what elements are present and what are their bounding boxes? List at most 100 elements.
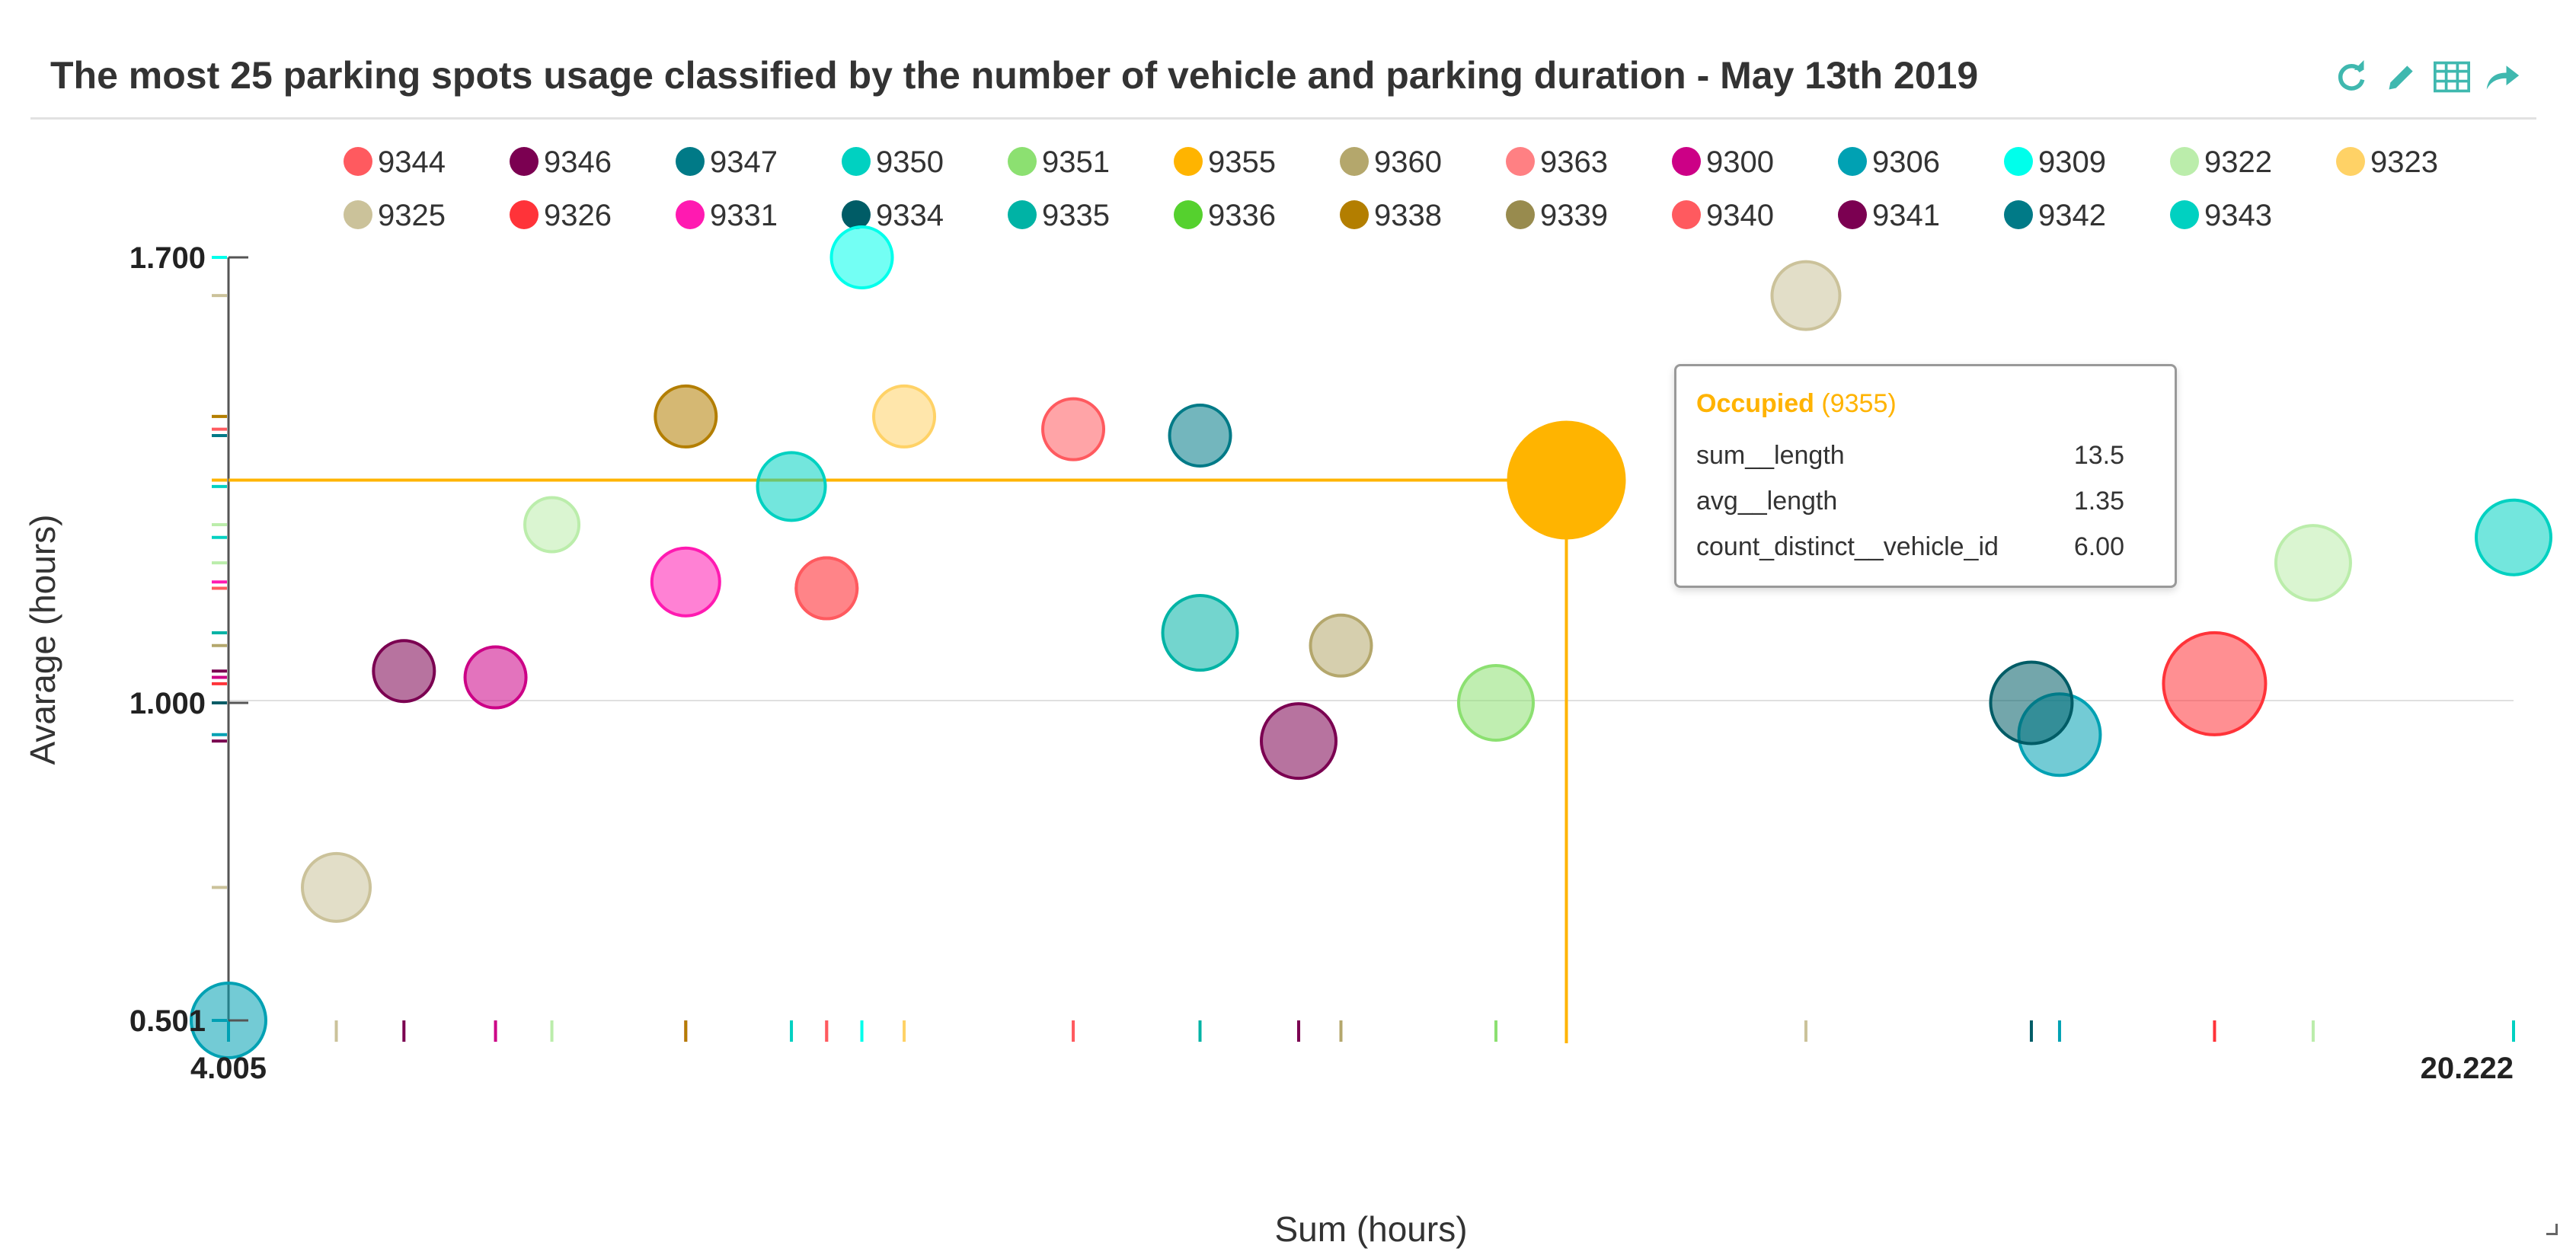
legend-swatch — [510, 147, 539, 176]
legend-swatch — [2004, 147, 2033, 176]
legend-label: 9331 — [710, 199, 778, 232]
y-axis-label: Avarage (hours) — [23, 515, 62, 765]
legend-item-9336[interactable]: 9336 — [1174, 199, 1276, 232]
point-9322[interactable] — [523, 496, 581, 554]
legend-item-9351[interactable]: 9351 — [1008, 145, 1110, 179]
point-9325[interactable] — [1770, 260, 1842, 331]
legend-label: 9350 — [876, 145, 944, 179]
legend-label: 9344 — [378, 145, 446, 179]
point-9300[interactable] — [463, 645, 528, 710]
point-9341[interactable] — [372, 639, 436, 704]
chart-toolbar — [2332, 58, 2521, 96]
points — [190, 225, 2552, 1059]
legend-swatch — [1008, 200, 1037, 229]
tooltip-row-label: avg__length — [1696, 487, 1838, 516]
legend-item-9344[interactable]: 9344 — [344, 145, 446, 179]
legend-item-9309[interactable]: 9309 — [2004, 145, 2106, 179]
legend-label: 9325 — [378, 199, 446, 232]
legend-item-9331[interactable]: 9331 — [676, 199, 778, 232]
legend-item-9335[interactable]: 9335 — [1008, 199, 1110, 232]
legend-item-9350[interactable]: 9350 — [842, 145, 944, 179]
legend-item-9340[interactable]: 9340 — [1672, 199, 1774, 232]
legend-label: 9339 — [1540, 199, 1608, 232]
point-9360[interactable] — [1309, 613, 1373, 678]
legend-label: 9341 — [1872, 199, 1940, 232]
legend-swatch — [842, 200, 871, 229]
tooltip-header: Occupied (9355) — [1696, 389, 2155, 419]
legend-label: 9347 — [710, 145, 778, 179]
axis-rug — [212, 256, 2515, 1042]
legend-label: 9360 — [1374, 145, 1442, 179]
point-9325[interactable] — [301, 851, 372, 923]
legend-label: 9335 — [1042, 199, 1110, 232]
point-9338[interactable] — [654, 384, 718, 449]
legend-item-9300[interactable]: 9300 — [1672, 145, 1774, 179]
point-9335[interactable] — [1161, 594, 1239, 672]
legend-item-9343[interactable]: 9343 — [2170, 199, 2272, 232]
point-9350[interactable] — [756, 451, 827, 522]
legend-item-9323[interactable]: 9323 — [2336, 145, 2438, 179]
point-9347[interactable] — [1168, 403, 1232, 468]
point-9326[interactable] — [2162, 631, 2268, 736]
legend-swatch — [1340, 200, 1369, 229]
tooltip-row-value: 1.35 — [2073, 487, 2124, 516]
legend-swatch — [1672, 147, 1701, 176]
x-tick-label: 4.005 — [190, 1052, 267, 1085]
table-icon[interactable] — [2433, 58, 2471, 96]
legend-item-9360[interactable]: 9360 — [1340, 145, 1442, 179]
x-axis-label: Sum (hours) — [1274, 1209, 1467, 1249]
legend-item-9355[interactable]: 9355 — [1174, 145, 1276, 179]
point-9331[interactable] — [650, 546, 721, 618]
legend-swatch — [344, 147, 372, 176]
legend-label: 9334 — [876, 199, 944, 232]
point-9351[interactable] — [1456, 663, 1535, 742]
legend-label: 9300 — [1706, 145, 1774, 179]
legend-label: 9363 — [1540, 145, 1608, 179]
legend-label: 9340 — [1706, 199, 1774, 232]
legend: 9344 9346 9347 9350 9351 9355 9360 9363 9300 9306… — [344, 145, 2438, 232]
legend-label: 9343 — [2204, 199, 2272, 232]
chart-title: The most 25 parking spots usage classifi… — [50, 54, 1979, 97]
legend-item-9338[interactable]: 9338 — [1340, 199, 1442, 232]
tooltip-spot: (9355) — [1821, 389, 1897, 418]
crosshair — [229, 478, 1568, 1043]
y-tick-label: 1.700 — [129, 241, 206, 275]
legend-item-9363[interactable]: 9363 — [1506, 145, 1608, 179]
legend-swatch — [2170, 147, 2199, 176]
legend-swatch — [344, 200, 372, 229]
point-9346[interactable] — [1260, 702, 1338, 781]
legend-swatch — [510, 200, 539, 229]
point-9334[interactable] — [1989, 660, 2074, 746]
edit-pencil-icon[interactable] — [2383, 58, 2421, 96]
legend-label: 9346 — [544, 145, 612, 179]
y-tick-label: 0.501 — [129, 1004, 206, 1038]
legend-item-9334[interactable]: 9334 — [842, 199, 944, 232]
legend-label: 9355 — [1208, 145, 1276, 179]
resize-handle[interactable] — [2546, 1224, 2558, 1235]
legend-item-9346[interactable]: 9346 — [510, 145, 612, 179]
point-9344[interactable] — [1041, 397, 1106, 461]
point-9340[interactable] — [794, 556, 859, 621]
legend-item-9306[interactable]: 9306 — [1838, 145, 1940, 179]
refresh-icon[interactable] — [2332, 58, 2370, 96]
legend-item-9341[interactable]: 9341 — [1838, 199, 1940, 232]
point-9309[interactable] — [829, 225, 894, 289]
legend-item-9347[interactable]: 9347 — [676, 145, 778, 179]
point-9355[interactable] — [1507, 420, 1626, 540]
point-9323[interactable] — [872, 384, 937, 449]
legend-label: 9342 — [2038, 199, 2106, 232]
legend-item-9339[interactable]: 9339 — [1506, 199, 1608, 232]
chart-header: The most 25 parking spots usage classifi… — [30, 27, 2544, 119]
legend-item-9322[interactable]: 9322 — [2170, 145, 2272, 179]
tooltip-row-label: count_distinct__vehicle_id — [1696, 532, 1999, 561]
point-9322[interactable] — [2274, 524, 2352, 602]
legend-swatch — [842, 147, 871, 176]
share-arrow-icon[interactable] — [2483, 58, 2521, 96]
legend-item-9342[interactable]: 9342 — [2004, 199, 2106, 232]
legend-item-9325[interactable]: 9325 — [344, 199, 446, 232]
point-9343[interactable] — [2475, 498, 2552, 576]
legend-item-9326[interactable]: 9326 — [510, 199, 612, 232]
title-divider — [30, 117, 2536, 120]
legend-swatch — [676, 147, 705, 176]
